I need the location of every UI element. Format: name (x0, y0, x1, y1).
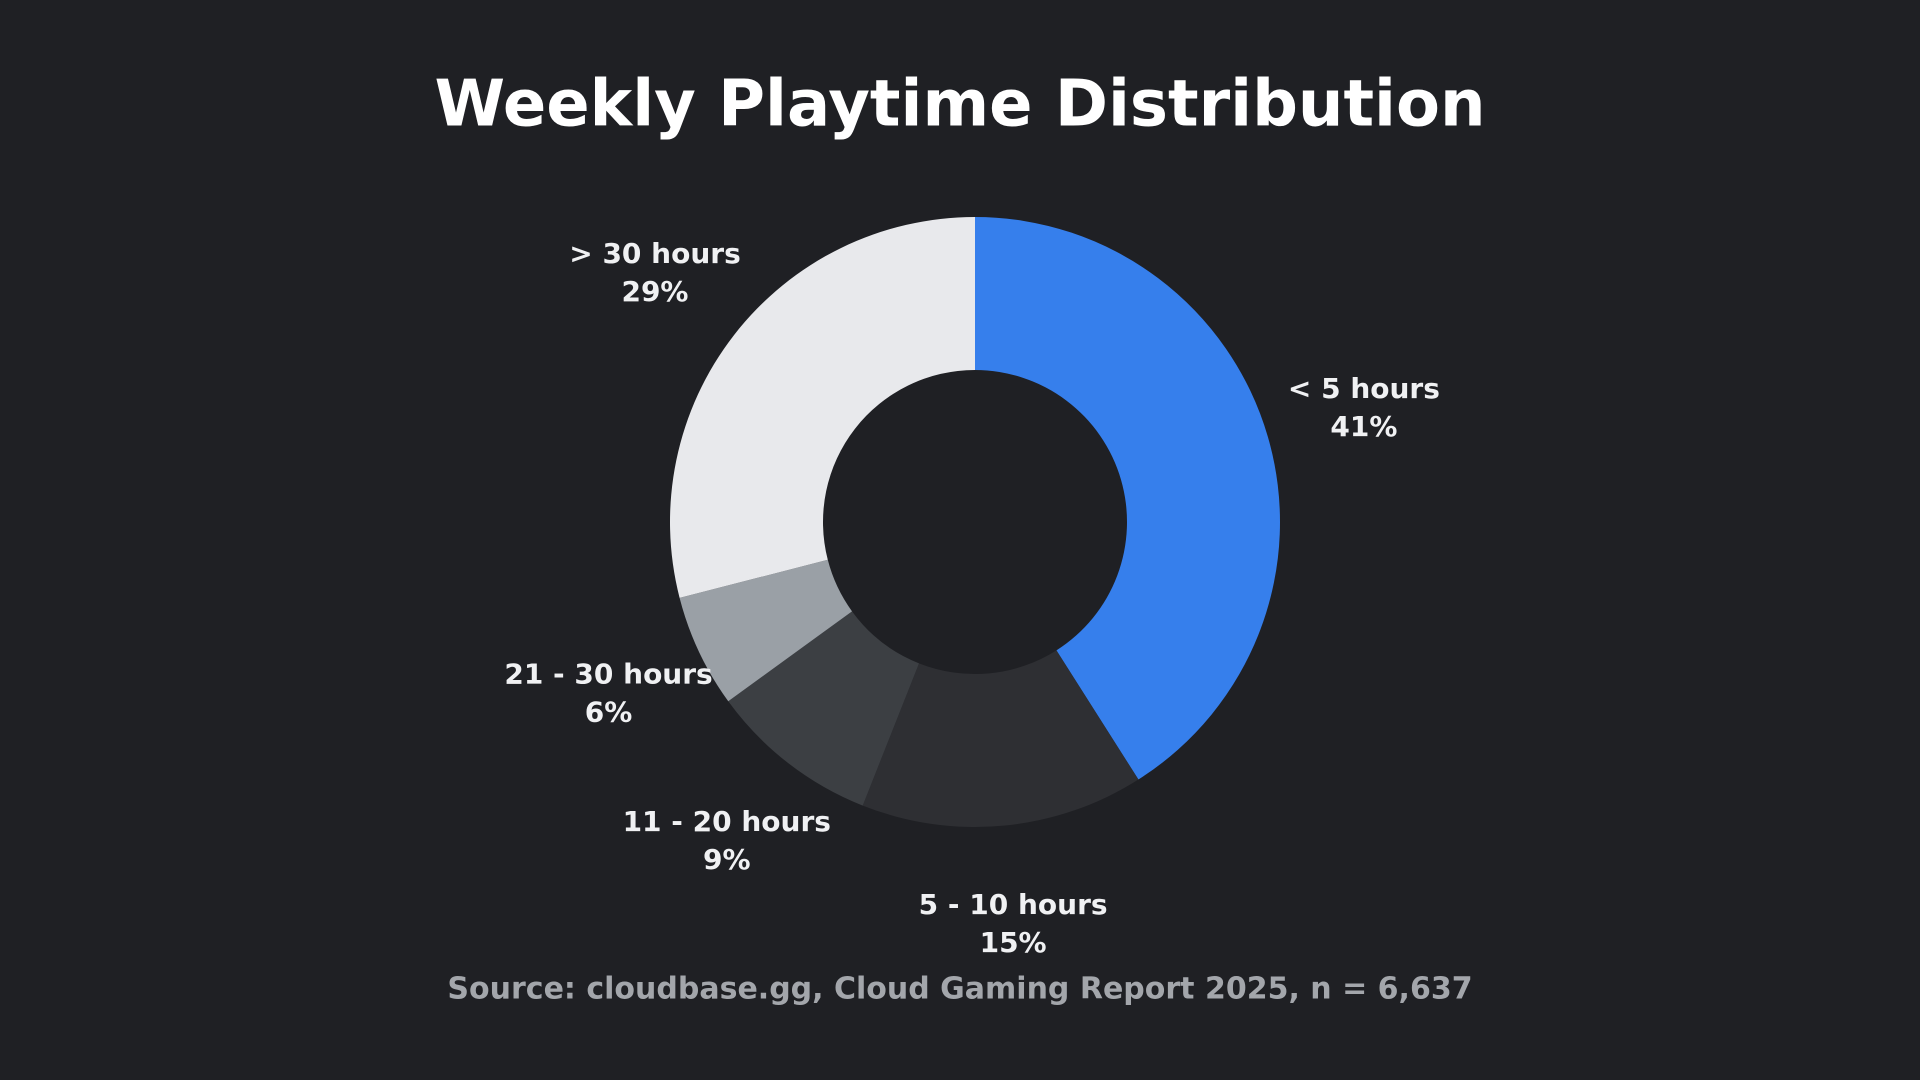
donut-slice (975, 217, 1280, 780)
donut-slice (679, 559, 853, 702)
donut-slice (862, 650, 1139, 828)
slice-label: 11 - 20 hours (623, 805, 831, 838)
slice-value-label: 29% (621, 275, 688, 308)
chart-title: Weekly Playtime Distribution (435, 68, 1486, 142)
donut-slice (728, 611, 920, 806)
slice-label: > 30 hours (569, 237, 741, 270)
slice-value-label: 6% (585, 695, 633, 728)
source-note: Source: cloudbase.gg, Cloud Gaming Repor… (447, 972, 1472, 1007)
slice-label: 21 - 30 hours (504, 657, 712, 690)
slice-value-label: 15% (980, 926, 1047, 959)
slice-value-label: 41% (1330, 410, 1397, 443)
slice-value-label: 9% (703, 843, 751, 876)
donut-slice (670, 217, 975, 598)
slice-label: < 5 hours (1288, 372, 1440, 405)
slice-label: 5 - 10 hours (919, 888, 1108, 921)
